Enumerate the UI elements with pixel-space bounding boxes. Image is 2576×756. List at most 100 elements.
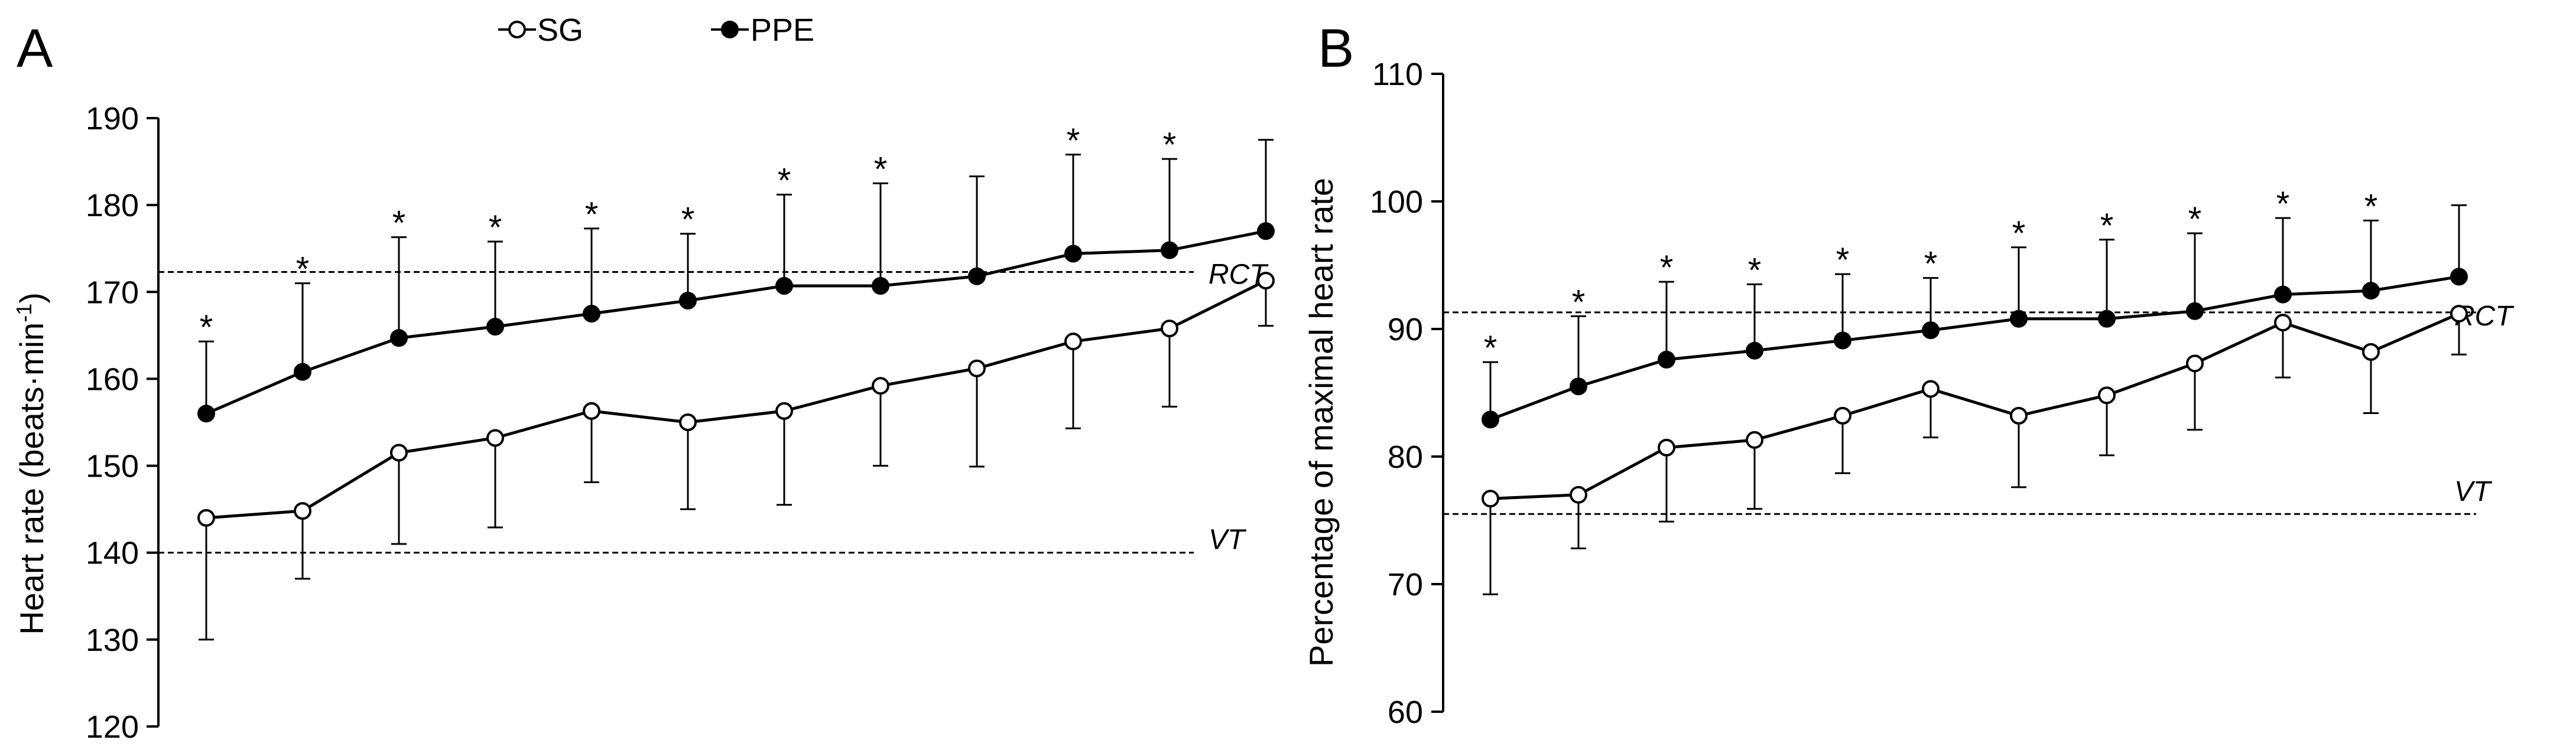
significance-marker-a: * [1067, 122, 1080, 160]
point-ppe-a [1064, 245, 1082, 263]
point-sg-b [1658, 438, 1675, 457]
y-tick-label-a: 140 [86, 536, 139, 571]
significance-marker-b: * [1660, 249, 1674, 287]
y-tick-label-b: 110 [1372, 57, 1423, 92]
point-sg-b [2098, 386, 2116, 405]
point-ppe-b [2186, 302, 2204, 320]
y-tick-label-a: 150 [86, 449, 139, 484]
significance-marker-a: * [874, 150, 888, 188]
point-ppe-b [1482, 410, 1499, 429]
point-sg-a [1064, 333, 1082, 351]
significance-marker-a: * [1163, 126, 1177, 164]
point-sg-a [775, 402, 793, 420]
point-sg-a [1161, 320, 1178, 338]
significance-marker-a: * [200, 308, 213, 347]
series-line-ppe-b [1490, 275, 2460, 421]
y-tick-label-b: 70 [1388, 567, 1423, 602]
point-sg-a [294, 502, 311, 520]
point-ppe-a [197, 405, 215, 423]
point-ppe-a [390, 329, 408, 347]
point-sg-b [2362, 343, 2380, 361]
point-ppe-b [2098, 309, 2116, 328]
y-tick-label-a: 170 [86, 275, 139, 310]
point-sg-b [1922, 380, 1940, 398]
point-ppe-b [1746, 341, 1763, 360]
legend-item-ppe: PPE [711, 12, 814, 48]
point-sg-b [1746, 431, 1763, 449]
y-tick-label-b: 60 [1388, 695, 1423, 730]
y-tick-label-a: 190 [86, 101, 139, 136]
point-sg-b [2186, 354, 2204, 373]
point-ppe-b [2274, 285, 2292, 304]
point-sg-b [2450, 305, 2468, 323]
point-ppe-b [1658, 350, 1675, 369]
panel-label-a: A [17, 18, 53, 79]
panel-b: B Percentage of maximal heart rate 60 70 8… [1302, 18, 2515, 730]
point-ppe-b [1834, 331, 1851, 350]
point-sg-a [390, 444, 408, 462]
point-sg-b [2010, 406, 2028, 425]
y-tick-label-a: 180 [86, 188, 139, 223]
point-sg-b [2274, 314, 2292, 332]
significance-marker-a: * [585, 195, 599, 234]
significance-marker-b: * [1748, 251, 1762, 289]
legend-item-sg: SG [498, 12, 583, 48]
point-sg-a [872, 377, 889, 395]
point-ppe-b [2450, 268, 2468, 286]
point-ppe-a [294, 363, 311, 381]
y-axis-title-a: Heart rate (beats·min-1) [12, 292, 50, 635]
point-ppe-a [679, 292, 697, 309]
point-sg-a [679, 413, 697, 431]
point-sg-a [968, 359, 986, 377]
legend-sg-label: SG [537, 12, 583, 48]
panel-a: A Heart rate (beats·min-1) 120 130 140 150 1… [12, 18, 1275, 745]
significance-marker-a: * [392, 204, 406, 243]
point-ppe-a [1161, 241, 1178, 259]
significance-marker-a: * [681, 201, 695, 239]
reference-label-vt-a: VT [1209, 524, 1247, 556]
y-tick-label-a: 160 [86, 361, 139, 397]
series-line-ppe-a [206, 229, 1266, 415]
y-tick-label-b: 80 [1388, 439, 1423, 475]
point-sg-a [197, 509, 215, 527]
y-tick-label-b: 90 [1388, 312, 1423, 347]
y-tick-label-a: 130 [86, 623, 139, 658]
point-ppe-a [968, 267, 986, 285]
significance-marker-b: * [1572, 283, 1586, 321]
significance-marker-b: * [2188, 200, 2202, 239]
point-ppe-a [775, 276, 793, 295]
y-tick-label-b: 100 [1370, 184, 1423, 220]
point-ppe-a [486, 318, 504, 336]
significance-marker-b: * [2276, 185, 2290, 223]
point-ppe-b [2362, 282, 2380, 300]
reference-label-vt-b: VT [2454, 476, 2493, 507]
significance-marker-b: * [2100, 207, 2114, 245]
point-ppe-a [1257, 222, 1275, 240]
point-ppe-b [1570, 377, 1587, 396]
point-sg-b [1570, 485, 1587, 504]
point-sg-a [1257, 272, 1275, 290]
y-tick-label-a: 120 [86, 709, 139, 745]
significance-marker-b: * [1836, 241, 1850, 279]
point-ppe-b [1922, 321, 1940, 340]
legend-sg-marker [508, 21, 526, 38]
significance-marker-b: * [2012, 214, 2026, 253]
legend-ppe-label: PPE [751, 12, 814, 48]
significance-marker-a: * [778, 161, 791, 200]
point-sg-b [1482, 490, 1499, 508]
point-sg-a [486, 429, 504, 447]
y-axis-title-b: Percentage of maximal heart rate [1302, 178, 1340, 667]
series-line-sg-b [1490, 312, 2460, 500]
significance-marker-a: * [296, 250, 310, 289]
significance-marker-b: * [1924, 245, 1938, 284]
legend: SG PPE [498, 12, 814, 48]
significance-marker-b: * [2364, 187, 2378, 226]
point-ppe-b [2010, 309, 2028, 328]
point-ppe-a [583, 305, 600, 323]
significance-marker-a: * [489, 208, 502, 247]
point-sg-a [583, 402, 600, 420]
point-sg-b [1834, 406, 1851, 425]
legend-ppe-marker [721, 21, 739, 38]
panel-label-b: B [1318, 18, 1354, 79]
